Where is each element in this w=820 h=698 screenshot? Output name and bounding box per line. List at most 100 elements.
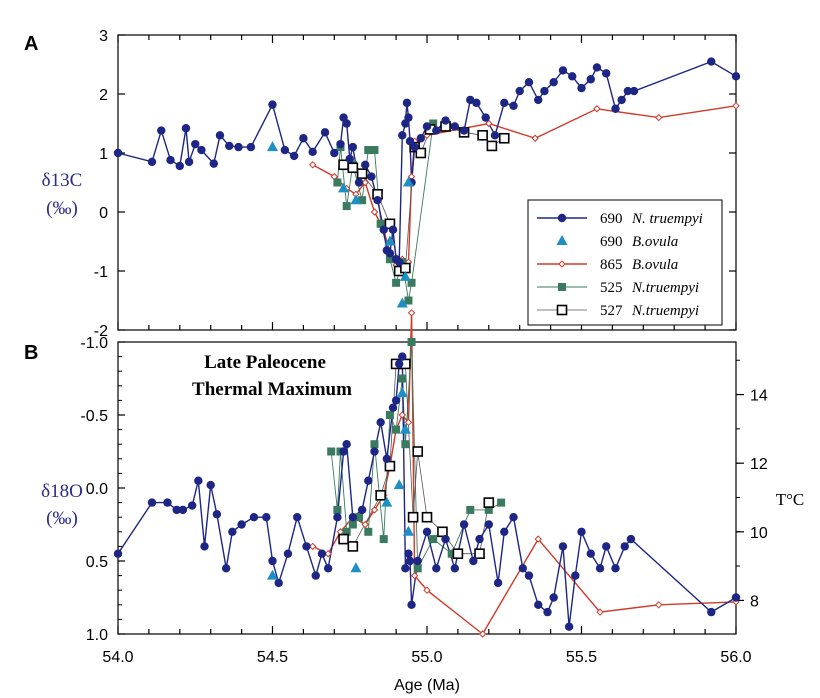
- data-point-s4: [401, 440, 410, 449]
- data-point-s1: [385, 249, 395, 258]
- data-point-s1: [611, 564, 620, 573]
- data-point-s4: [398, 374, 407, 383]
- data-point-s2: [350, 194, 362, 205]
- data-point-s1: [228, 527, 237, 536]
- data-point-s1: [422, 122, 432, 131]
- x-axis-label: Age (Ma): [394, 677, 460, 694]
- data-point-s1: [181, 124, 191, 133]
- y-tick-label-b: -1.0: [80, 335, 108, 352]
- data-point-s1: [370, 447, 379, 456]
- panel-a-ylabel-line1: δ13C: [42, 170, 83, 191]
- data-point-s1: [311, 571, 320, 580]
- data-point-s3: [370, 208, 379, 216]
- legend: 690 N. truempyi 690 B.ovula 865 B.ovula 525 N.t…: [527, 199, 723, 326]
- data-point-s3: [478, 630, 487, 638]
- data-point-s1: [518, 564, 527, 573]
- data-point-s1: [586, 75, 595, 84]
- data-point-s1: [731, 593, 741, 602]
- data-point-s2: [402, 525, 414, 536]
- y-tick-label-a: -1: [94, 264, 108, 281]
- y2-tick-label: 12: [750, 456, 768, 473]
- data-point-s3: [361, 520, 369, 529]
- legend-site-5: 527: [600, 303, 623, 319]
- panel-a-axes: 3 2 1 0 -1 -2: [94, 28, 737, 340]
- data-point-s4: [358, 196, 367, 205]
- data-point-s1: [432, 126, 441, 135]
- legend-marker-1: [557, 213, 567, 223]
- data-point-s1: [481, 113, 490, 122]
- panel-a-chart: 3 2 1 0 -1 -2 δ13C (‰) 690 N. truempyi 690 B.ovu…: [42, 28, 741, 340]
- data-point-s1: [172, 505, 181, 515]
- data-point-s3: [531, 134, 539, 142]
- data-point-s4: [348, 520, 357, 529]
- x-tick-label: 55.0: [411, 649, 442, 666]
- legend-site-2: 690: [600, 234, 623, 250]
- data-point-s1: [398, 352, 407, 361]
- data-point-s3: [398, 411, 406, 419]
- y-tick-label-a: 2: [99, 87, 108, 104]
- data-point-s1: [342, 119, 351, 128]
- data-point-s5: [421, 511, 433, 523]
- data-point-s3: [308, 161, 317, 169]
- data-point-s4: [376, 219, 385, 228]
- data-point-s1: [441, 534, 450, 544]
- data-point-s1: [206, 480, 215, 490]
- data-point-s1: [432, 564, 441, 573]
- data-point-s1: [571, 571, 580, 580]
- data-point-s4: [447, 549, 456, 558]
- data-point-s2: [338, 182, 350, 193]
- data-point-s4: [385, 411, 394, 419]
- data-point-s1: [376, 418, 385, 427]
- data-point-s5: [347, 162, 359, 174]
- data-point-s5: [412, 446, 424, 457]
- data-point-s1: [212, 510, 222, 519]
- data-point-s1: [283, 549, 293, 558]
- data-point-s1: [524, 571, 534, 580]
- data-point-s1: [246, 142, 256, 152]
- data-point-s2: [381, 496, 393, 507]
- panel-a-series: [113, 57, 741, 308]
- data-point-s1: [147, 157, 157, 167]
- data-point-s1: [394, 359, 404, 369]
- data-point-s1: [577, 527, 586, 536]
- data-point-s1: [410, 142, 419, 152]
- data-point-s1: [293, 513, 302, 522]
- y-tick-label-a: 3: [99, 28, 108, 45]
- data-point-s1: [194, 476, 203, 485]
- data-point-s2: [396, 387, 408, 398]
- data-point-s4: [385, 255, 394, 264]
- data-point-s1: [394, 257, 404, 267]
- data-point-s1: [333, 513, 342, 522]
- data-point-s1: [348, 142, 358, 152]
- data-point-s1: [197, 145, 206, 155]
- data-point-s1: [163, 498, 172, 507]
- data-point-s1: [178, 505, 188, 515]
- data-point-s1: [289, 151, 299, 161]
- data-point-s1: [459, 126, 469, 135]
- data-point-s3: [593, 105, 601, 113]
- data-point-s1: [225, 141, 234, 151]
- data-point-s1: [509, 101, 518, 111]
- data-point-s5: [477, 130, 488, 141]
- data-point-s1: [416, 134, 426, 143]
- x-tick-label: 54.0: [102, 649, 133, 666]
- data-point-s2: [399, 270, 411, 281]
- data-point-s1: [534, 600, 543, 609]
- data-point-s1: [405, 556, 415, 566]
- data-point-s5: [338, 533, 349, 545]
- panel-b-axes: -1.0 -0.5 0.0 0.5 1.0 14 12 10 8 54.0 54.5 55.0 55.5…: [80, 335, 767, 666]
- data-point-s1: [302, 542, 311, 551]
- data-point-s1: [540, 86, 549, 96]
- data-point-s1: [379, 225, 388, 234]
- x-tick-label: 56.0: [720, 649, 751, 666]
- data-point-s5: [375, 489, 386, 501]
- legend-site-4: 525: [600, 280, 623, 296]
- data-point-s4: [429, 119, 438, 128]
- data-point-s2: [399, 423, 411, 434]
- data-point-s1: [450, 564, 460, 573]
- data-point-s1: [166, 155, 175, 165]
- data-point-s1: [731, 72, 741, 81]
- legend-site-1: 690: [600, 211, 623, 227]
- data-point-s1: [345, 154, 354, 164]
- y-tick-label-a: 0: [99, 205, 108, 222]
